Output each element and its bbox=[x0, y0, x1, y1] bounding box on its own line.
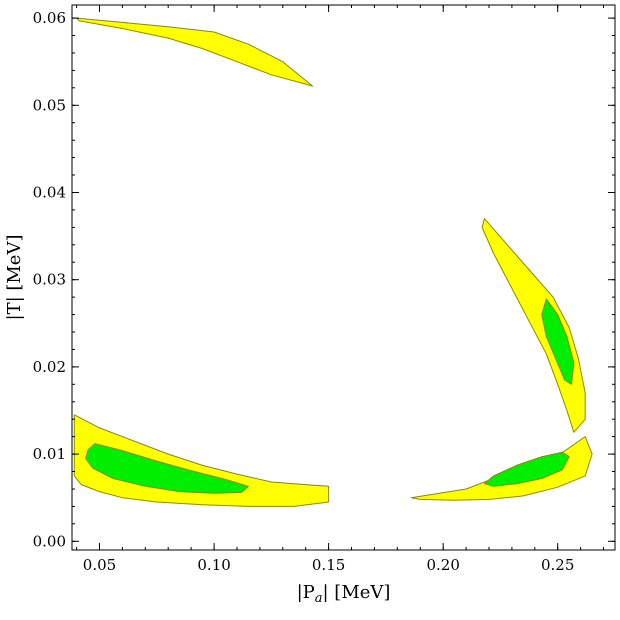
plot-frame bbox=[71, 4, 616, 551]
contour-regions bbox=[73, 17, 593, 507]
x-axis-label-tail: | [MeV] bbox=[323, 582, 391, 603]
y-tick-label: 0.03 bbox=[33, 271, 66, 289]
x-tick-label: 0.05 bbox=[83, 556, 116, 574]
y-tick-label: 0.02 bbox=[33, 358, 66, 376]
y-axis-label: |T| [MeV] bbox=[4, 235, 25, 321]
x-tick-label: 0.10 bbox=[197, 556, 230, 574]
x-axis-label-subscript: a bbox=[315, 591, 323, 606]
y-tick-label: 0.01 bbox=[33, 445, 66, 463]
region-top-left-band bbox=[76, 17, 314, 87]
x-tick-label: 0.15 bbox=[312, 556, 345, 574]
y-tick-label: 0.06 bbox=[33, 9, 66, 27]
axis-tick-labels: 0.05 0.10 0.15 0.20 0.25 0.00 0.01 0.02 0.03 0.04… bbox=[33, 9, 575, 574]
region-bottom-right-band bbox=[410, 436, 593, 501]
y-tick-label: 0.00 bbox=[33, 532, 66, 550]
y-tick-label: 0.05 bbox=[33, 96, 66, 114]
region-bottom-left-core bbox=[85, 443, 249, 494]
y-tick-label: 0.04 bbox=[33, 184, 66, 202]
x-tick-label: 0.25 bbox=[541, 556, 574, 574]
x-axis-label-main: |P bbox=[297, 582, 315, 603]
region-bottom-right-core bbox=[483, 451, 570, 487]
x-axis-label: |Pa| [MeV] bbox=[297, 582, 391, 606]
axis-ticks bbox=[72, 5, 615, 550]
x-tick-label: 0.20 bbox=[426, 556, 459, 574]
region-right-core bbox=[541, 298, 575, 385]
region-right-band bbox=[481, 218, 586, 433]
